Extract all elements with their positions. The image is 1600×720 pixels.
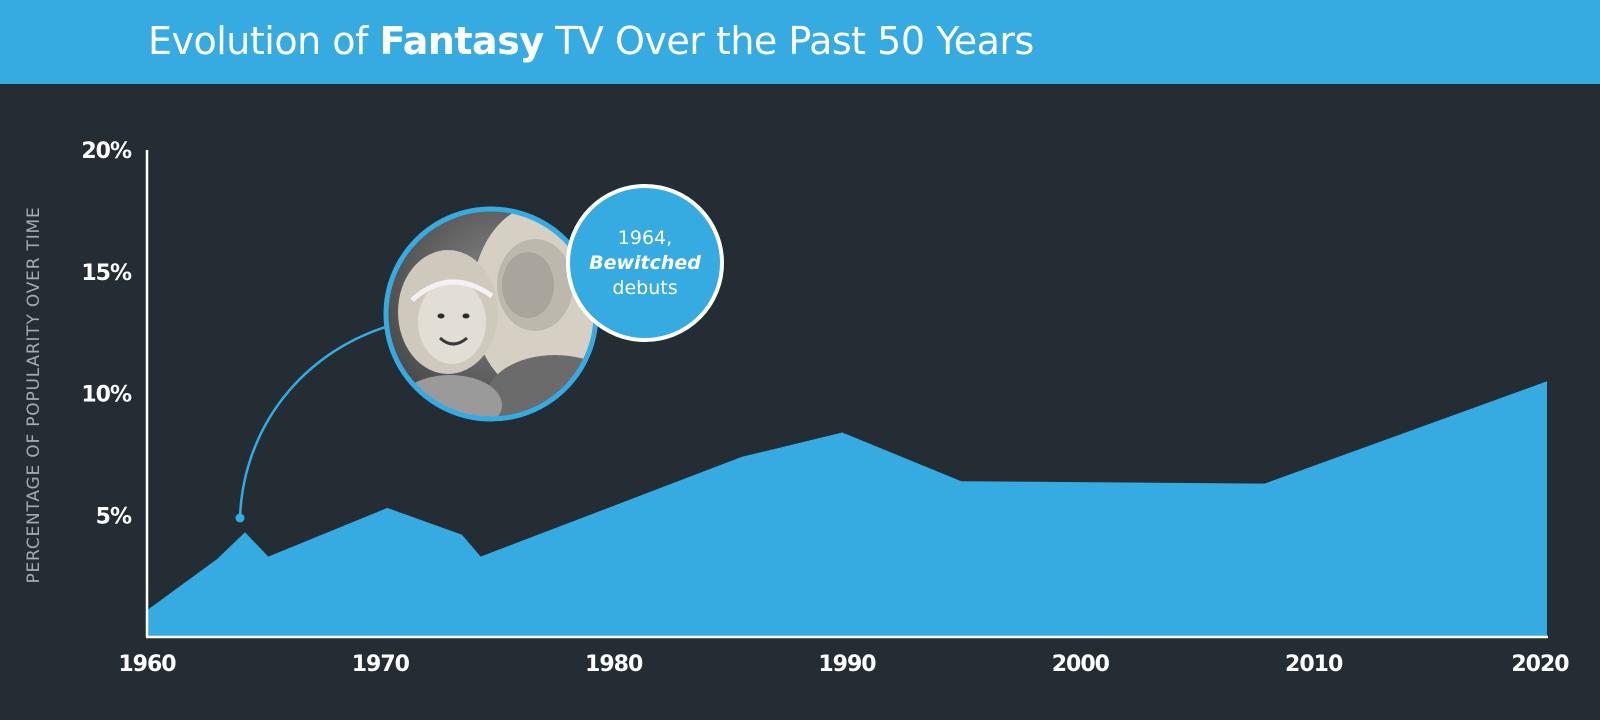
y-tick-label: 20% — [81, 139, 132, 164]
annotation-line2: Bewitched — [589, 252, 701, 274]
title-bold-word: Fantasy — [379, 19, 544, 63]
y-tick-label: 5% — [96, 504, 132, 529]
x-tick-label: 1990 — [818, 652, 876, 677]
annotation-bubble: 1964, Bewitched debuts — [566, 184, 724, 342]
title-prefix: Evolution of — [148, 19, 380, 63]
page-title: Evolution of Fantasy TV Over the Past 50… — [148, 18, 1034, 64]
x-tick-label: 2020 — [1511, 652, 1569, 677]
annotation-connector — [238, 323, 393, 519]
x-tick-label: 2000 — [1052, 652, 1110, 677]
annotation-marker — [235, 513, 245, 523]
y-tick-label: 10% — [81, 383, 132, 408]
annotation-line1: 1964, — [618, 227, 672, 249]
x-tick-label: 1960 — [118, 652, 176, 677]
y-axis-title: PERCENTAGE OF POPULARITY OVER TIME — [24, 206, 44, 583]
y-tick-labels: 5% 10% 15% 20% — [81, 139, 133, 529]
x-tick-label: 2010 — [1285, 652, 1343, 677]
y-tick-label: 15% — [81, 261, 132, 286]
annotation-line3: debuts — [612, 277, 677, 299]
x-tick-label: 1970 — [352, 652, 410, 677]
x-tick-labels: 1960 1970 1980 1990 2000 2010 2020 — [118, 652, 1570, 677]
area-series — [147, 381, 1547, 637]
title-suffix: TV Over the Past 50 Years — [543, 19, 1034, 63]
header-banner: Evolution of Fantasy TV Over the Past 50… — [0, 0, 1600, 84]
x-tick-label: 1980 — [585, 652, 643, 677]
